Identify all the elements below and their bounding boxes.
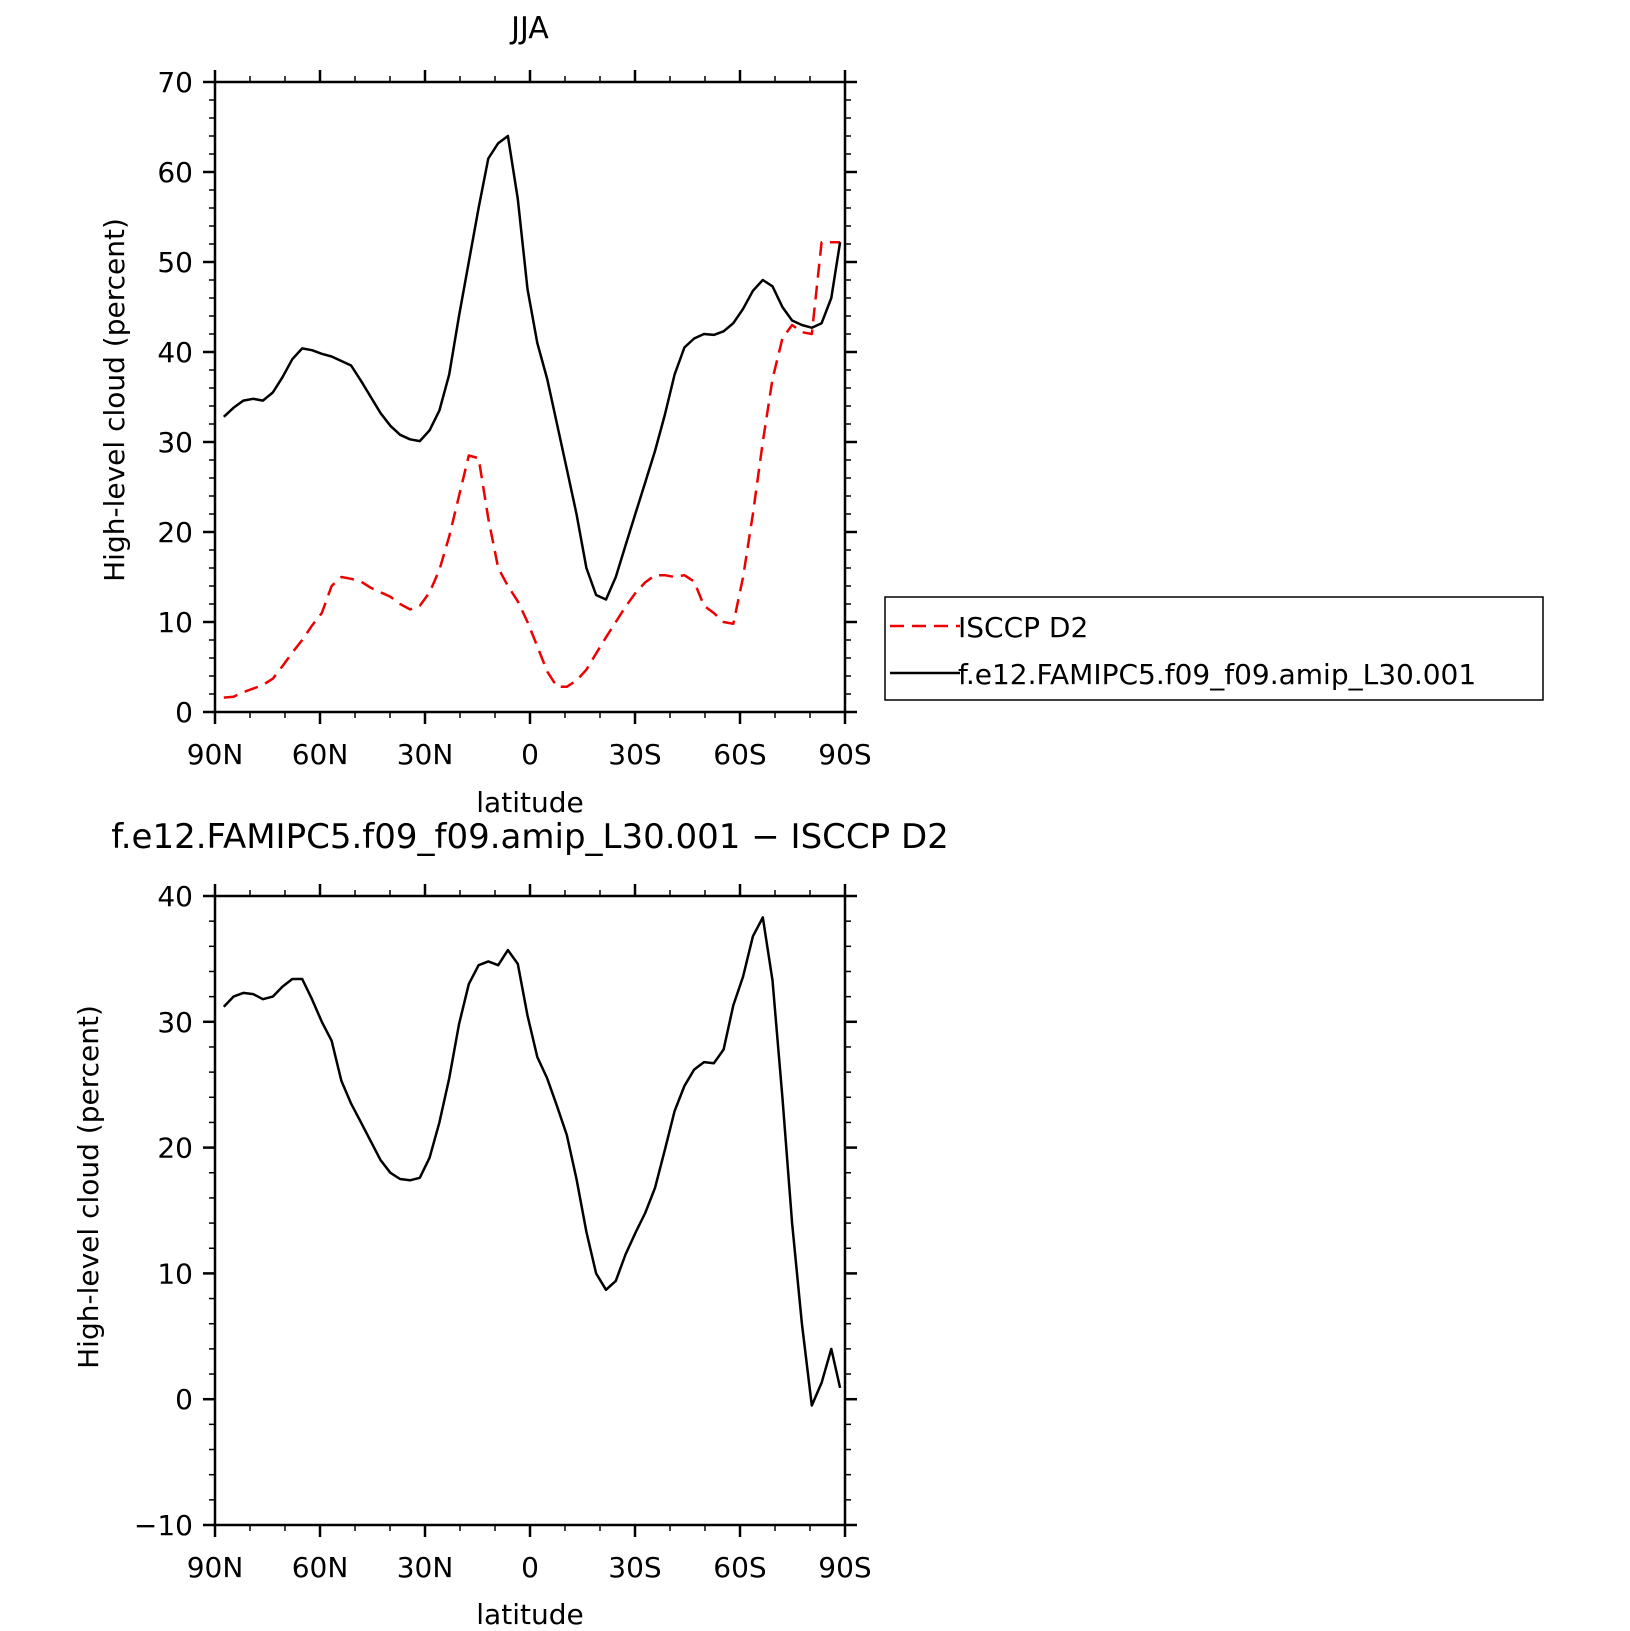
- x-tick-label: 60S: [713, 738, 766, 771]
- bottom-y-axis-label: High-level cloud (percent): [72, 1005, 105, 1369]
- top-plot-frame: [213, 80, 847, 714]
- y-tick-label: 70: [157, 66, 193, 99]
- series-line-0-1: [222, 134, 842, 601]
- series-line-1-0: [222, 916, 842, 1407]
- y-tick-label: 40: [157, 880, 193, 913]
- legend-box: [884, 596, 1544, 701]
- x-tick-label: 30S: [608, 738, 661, 771]
- top-axis-ticks: 0 10 20 30 40 50 60 70 90N 60N 30N 0 30S 60S 90S: [157, 66, 871, 771]
- y-tick-label: 0: [175, 696, 193, 729]
- series-line-0-0: [223, 240, 841, 699]
- x-tick-label: 60S: [713, 1551, 766, 1584]
- y-tick-label: 10: [157, 1257, 193, 1290]
- x-tick-label: 0: [521, 1551, 539, 1584]
- bottom-chart-title: f.e12.FAMIPC5.f09_f09.amip_L30.001 − ISC…: [111, 817, 949, 857]
- x-tick-label: 90N: [187, 738, 244, 771]
- x-tick-label: 90N: [187, 1551, 244, 1584]
- x-tick-label: 30S: [608, 1551, 661, 1584]
- top-chart-title: JJA: [509, 11, 549, 46]
- x-tick-label: 60N: [292, 738, 349, 771]
- top-legend: ISCCP D2 f.e12.FAMIPC5.f09_f09.amip_L30.…: [884, 596, 1544, 701]
- x-tick-label: 90S: [818, 1551, 871, 1584]
- y-tick-label: 10: [157, 606, 193, 639]
- x-tick-label: 30N: [397, 1551, 454, 1584]
- bottom-series-lines: [222, 916, 842, 1407]
- y-tick-label: 40: [157, 336, 193, 369]
- y-tick-label: 20: [157, 516, 193, 549]
- top-series-lines: [222, 134, 842, 699]
- top-panel: JJA High-level cloud (percent) latitude …: [98, 11, 872, 819]
- x-tick-label: 30N: [397, 738, 454, 771]
- y-tick-label: −10: [134, 1509, 193, 1542]
- bottom-x-axis-label: latitude: [476, 1598, 583, 1631]
- y-tick-label: 60: [157, 156, 193, 189]
- top-x-axis-label: latitude: [476, 786, 583, 819]
- bottom-panel: f.e12.FAMIPC5.f09_f09.amip_L30.001 − ISC…: [72, 817, 949, 1631]
- x-tick-label: 60N: [292, 1551, 349, 1584]
- legend-entry-model: f.e12.FAMIPC5.f09_f09.amip_L30.001: [958, 658, 1476, 691]
- y-tick-label: 50: [157, 246, 193, 279]
- y-tick-label: 0: [175, 1383, 193, 1416]
- bottom-axis-ticks: −10 0 10 20 30 40 90N 60N 30N 0 30S 60S 90S: [134, 880, 872, 1584]
- y-tick-label: 30: [157, 426, 193, 459]
- top-y-axis-label: High-level cloud (percent): [98, 218, 131, 582]
- y-tick-label: 20: [157, 1132, 193, 1165]
- legend-entry-isccp: ISCCP D2: [958, 611, 1088, 644]
- x-tick-label: 0: [521, 738, 539, 771]
- x-tick-label: 90S: [818, 738, 871, 771]
- bottom-plot-frame: [213, 894, 847, 1527]
- y-tick-label: 30: [157, 1006, 193, 1039]
